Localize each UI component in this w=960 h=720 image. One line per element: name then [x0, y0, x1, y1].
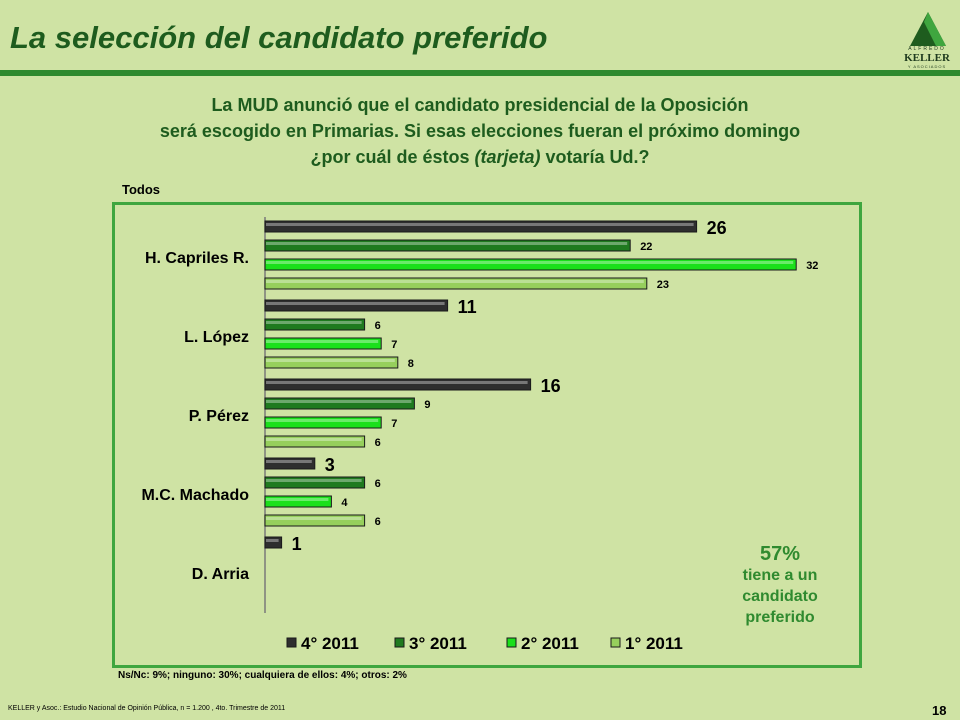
data-label-3-2011-h-capriles-r: 22: [640, 241, 652, 253]
callout-percent: 57%: [759, 543, 801, 565]
logo-line-2: KELLER: [904, 52, 950, 64]
bar-highlight-1-2011-l-l-pez: [266, 359, 395, 362]
category-label-h-capriles-r: H. Capriles R.: [145, 250, 249, 267]
legend-swatch-2-2011: [506, 637, 517, 648]
bar-1-2011-h-capriles-r: [264, 277, 648, 290]
data-label-3-2011-m-c-machado: 6: [375, 478, 381, 490]
bar-highlight-3-2011-m-c-machado: [266, 479, 362, 482]
page-number: 18: [932, 703, 947, 718]
panel-label: Todos: [122, 182, 161, 197]
bar-3-2011-l-l-pez: [264, 318, 366, 331]
bar-2-2011-p-p-rez: [264, 416, 382, 429]
callout-line-3: preferido: [745, 609, 815, 626]
data-label-4-2011-d-arria: 1: [292, 534, 302, 554]
bar-highlight-2-2011-h-capriles-r: [266, 261, 794, 264]
bar-highlight-4-2011-d-arria: [266, 539, 279, 542]
bar-3-2011-p-p-rez: [264, 397, 415, 410]
category-label-m-c-machado: M.C. Machado: [141, 487, 249, 504]
logo-line-1: ALFREDO: [908, 46, 946, 52]
bar-4-2011-p-p-rez: [264, 378, 532, 391]
legend-label-3-2011: 3° 2011: [409, 634, 467, 653]
logo-triangle-icon: [910, 12, 946, 46]
data-label-2-2011-h-capriles-r: 32: [806, 260, 818, 272]
title-divider: [0, 70, 960, 76]
bar-2-2011-h-capriles-r: [264, 258, 797, 271]
callout-line-2: candidato: [742, 588, 818, 605]
data-label-1-2011-m-c-machado: 6: [375, 516, 381, 528]
bar-highlight-3-2011-h-capriles-r: [266, 242, 628, 245]
bar-3-2011-h-capriles-r: [264, 239, 631, 252]
data-label-4-2011-h-capriles-r: 26: [707, 218, 727, 238]
logo-line-3: Y ASOCIADOS: [907, 64, 947, 69]
bar-4-2011-d-arria: [264, 536, 283, 549]
page-title: La selección del candidato preferido: [10, 20, 548, 55]
legend-label-4-2011: 4° 2011: [301, 634, 359, 653]
data-label-4-2011-m-c-machado: 3: [325, 455, 335, 475]
data-label-1-2011-h-capriles-r: 23: [657, 279, 669, 291]
legend-swatch-4-2011: [286, 637, 297, 648]
keller-logo: ALFREDO KELLER Y ASOCIADOS: [898, 6, 956, 69]
data-label-4-2011-l-l-pez: 11: [458, 297, 477, 317]
category-label-p-p-rez: P. Pérez: [189, 408, 249, 425]
bar-highlight-4-2011-h-capriles-r: [266, 223, 694, 226]
bar-highlight-3-2011-l-l-pez: [266, 321, 362, 324]
legend-swatch-3-2011: [394, 637, 405, 648]
data-label-1-2011-p-p-rez: 6: [375, 437, 381, 449]
bar-4-2011-m-c-machado: [264, 457, 316, 470]
bar-1-2011-m-c-machado: [264, 514, 366, 527]
bar-2-2011-m-c-machado: [264, 495, 332, 508]
bar-highlight-1-2011-p-p-rez: [266, 438, 362, 441]
question-line-3-emphasis: (tarjeta): [474, 147, 541, 167]
data-label-1-2011-l-l-pez: 8: [408, 358, 414, 370]
bar-highlight-1-2011-h-capriles-r: [266, 280, 644, 283]
question-line-2: será escogido en Primarias. Si esas elec…: [159, 121, 801, 141]
bar-highlight-3-2011-p-p-rez: [266, 400, 412, 403]
legend-label-1-2011: 1° 2011: [625, 634, 683, 653]
bar-3-2011-m-c-machado: [264, 476, 366, 489]
bar-4-2011-h-capriles-r: [264, 220, 698, 233]
data-label-3-2011-p-p-rez: 9: [424, 399, 430, 411]
bar-highlight-2-2011-l-l-pez: [266, 340, 379, 343]
question-line-3-start: ¿por cuál de éstos: [310, 147, 475, 167]
bar-4-2011-l-l-pez: [264, 299, 449, 312]
bar-highlight-1-2011-m-c-machado: [266, 517, 362, 520]
question-line-3-end: votaría Ud.?: [540, 147, 650, 167]
bar-highlight-2-2011-p-p-rez: [266, 419, 379, 422]
category-label-l-l-pez: L. López: [184, 329, 249, 346]
bar-1-2011-l-l-pez: [264, 356, 399, 369]
data-label-4-2011-p-p-rez: 16: [541, 376, 561, 396]
preference-callout: 57% tiene a un candidato preferido: [700, 544, 860, 628]
legend-swatch-1-2011: [610, 637, 621, 648]
legend-label-2-2011: 2° 2011: [521, 634, 579, 653]
chart-panel: H. Capriles R. 26 22 32 23 L. López 11 6 7 8 P. Pé…: [112, 202, 862, 668]
survey-question: La MUD anunció que el candidato presiden…: [60, 92, 900, 170]
question-line-3: ¿por cuál de éstos (tarjeta) votaría Ud.…: [60, 144, 900, 170]
footnote: Ns/Nc: 9%; ninguno: 30%; cualquiera de e…: [118, 670, 407, 681]
source-note: KELLER y Asoc.: Estudio Nacional de Opin…: [8, 705, 286, 712]
bar-highlight-2-2011-m-c-machado: [266, 498, 329, 501]
bar-highlight-4-2011-p-p-rez: [266, 381, 528, 384]
data-label-2-2011-l-l-pez: 7: [391, 339, 397, 351]
bar-highlight-4-2011-m-c-machado: [266, 460, 312, 463]
bar-2-2011-l-l-pez: [264, 337, 382, 350]
bar-highlight-4-2011-l-l-pez: [266, 302, 445, 305]
category-label-d-arria: D. Arria: [192, 566, 249, 583]
data-label-2-2011-p-p-rez: 7: [391, 418, 397, 430]
callout-line-1: tiene a un: [742, 567, 818, 584]
data-label-2-2011-m-c-machado: 4: [341, 497, 348, 509]
bar-1-2011-p-p-rez: [264, 435, 366, 448]
data-label-3-2011-l-l-pez: 6: [375, 320, 381, 332]
question-line-1: La MUD anunció que el candidato presiden…: [211, 95, 749, 115]
